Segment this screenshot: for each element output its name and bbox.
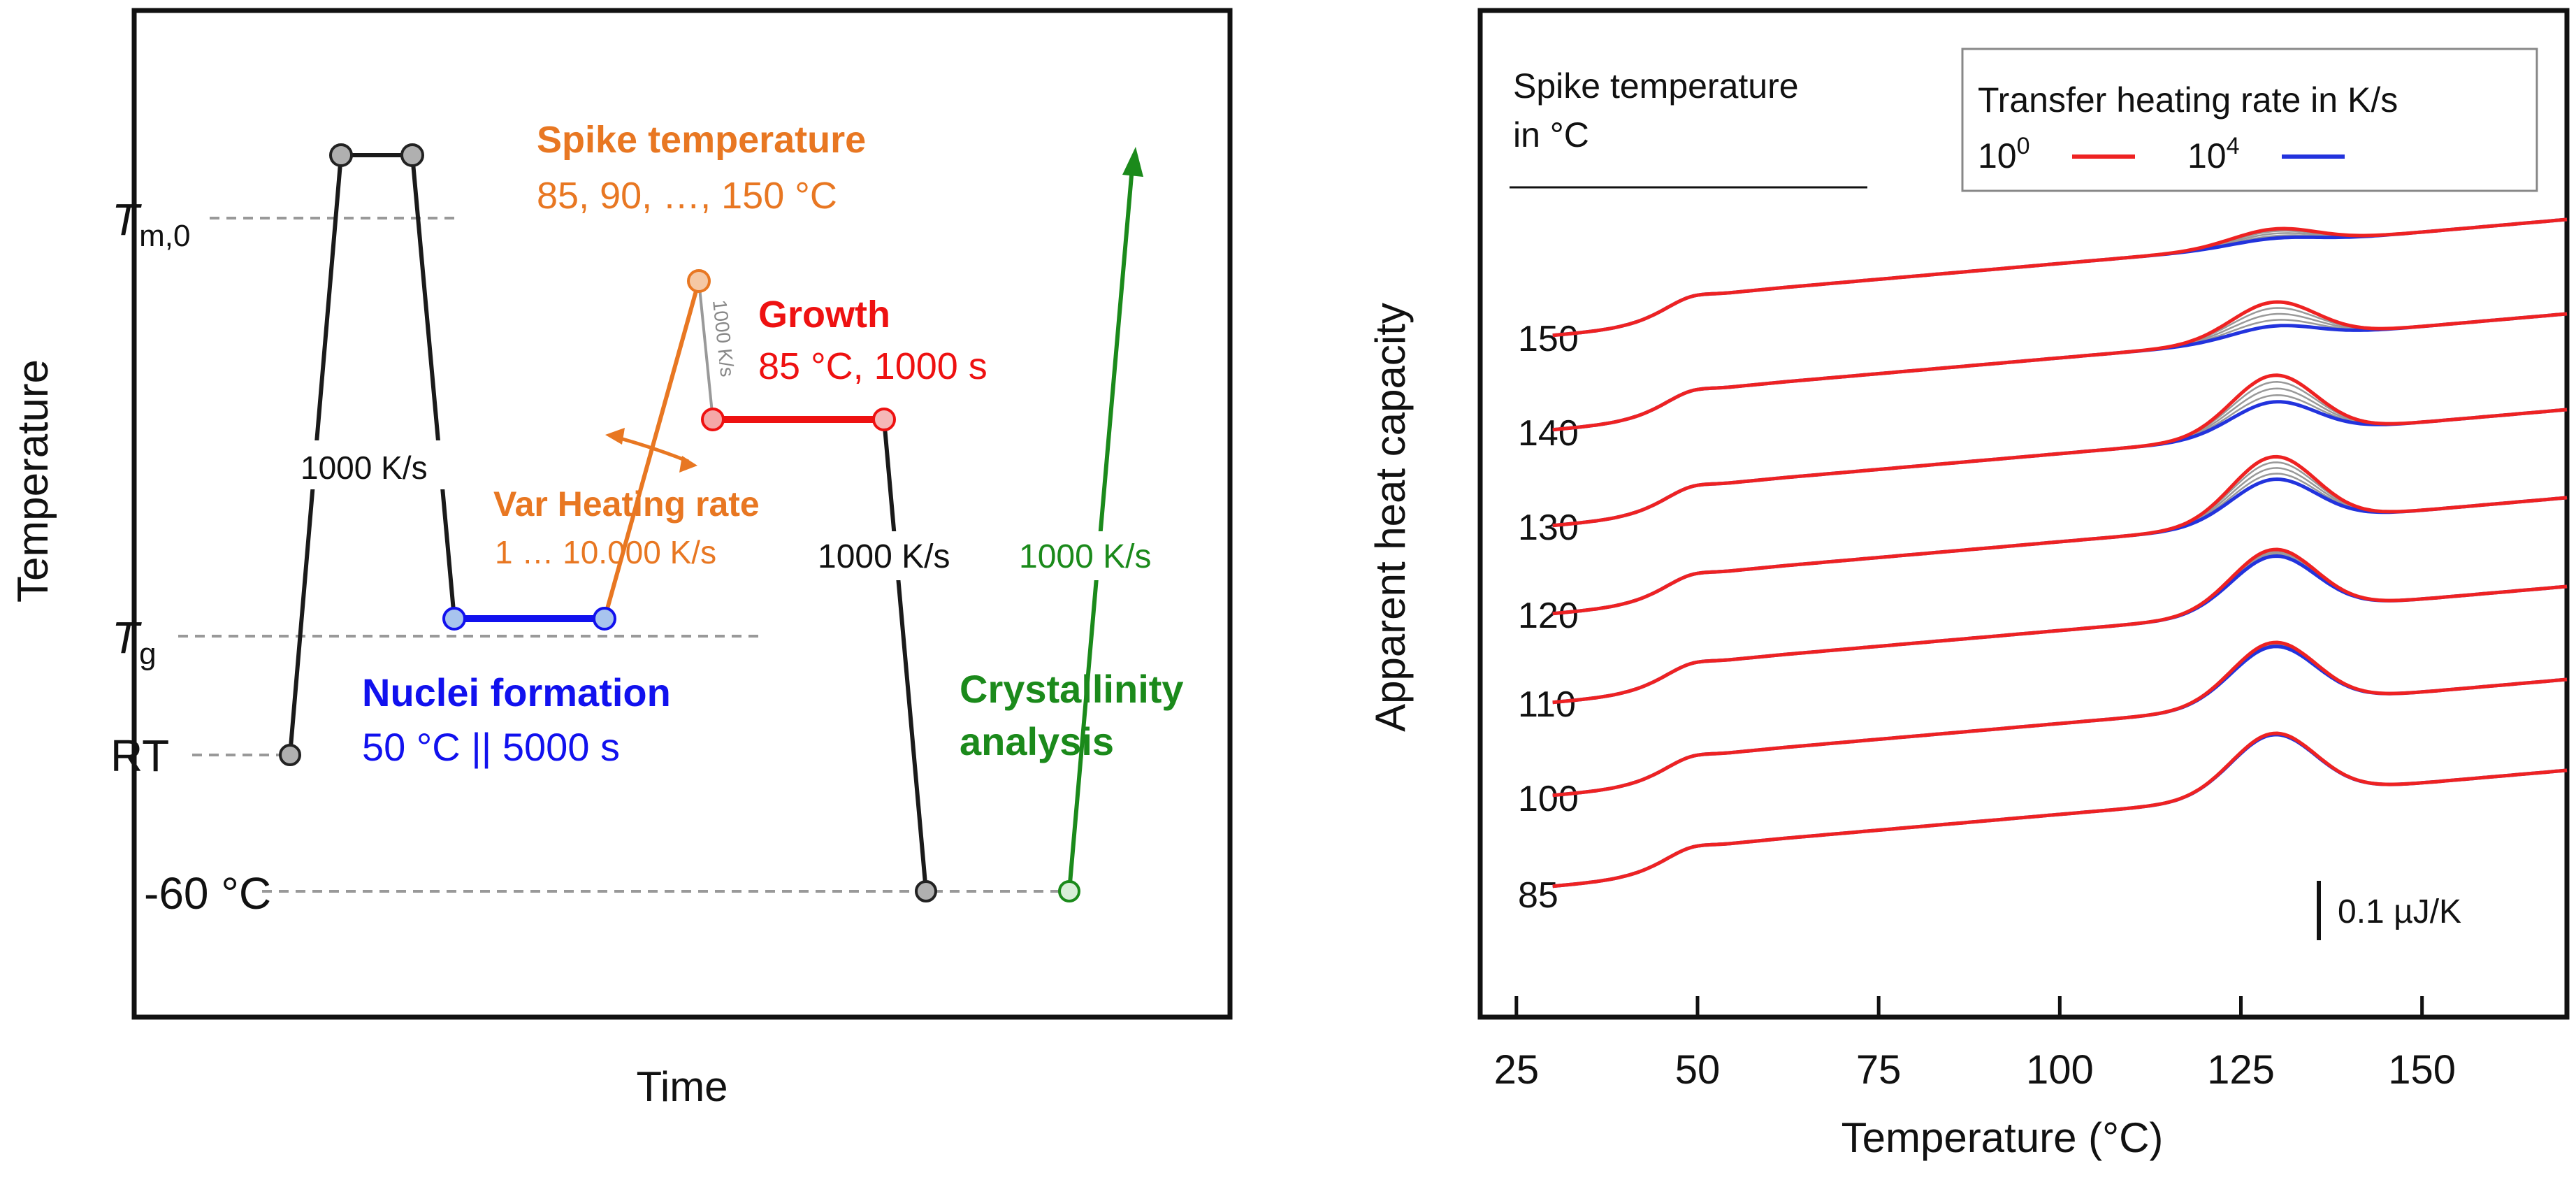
legend-entry-red: 100 — [1978, 133, 2030, 175]
growth-values: 85 °C, 1000 s — [758, 345, 987, 387]
curve-140-blue — [1552, 312, 2568, 432]
scale-bar-label: 0.1 µJ/K — [2338, 893, 2461, 930]
legend: Transfer heating rate in K/s 100 104 — [1961, 48, 2538, 192]
nuclei-title: Nuclei formation — [362, 670, 671, 714]
var-rate-values: 1 … 10.000 K/s — [495, 534, 716, 570]
y-tick-rt: RT — [110, 731, 169, 781]
quench-rate-label: 1000 K/s — [301, 449, 428, 486]
curve-130-red — [1552, 373, 2568, 528]
node-tg-start — [442, 607, 466, 631]
cool-rate-label: 1000 K/s — [818, 538, 950, 575]
curve-100-intermediate-1 — [1552, 645, 2568, 797]
node-tm-end — [400, 143, 424, 167]
node-m60-green — [1058, 880, 1080, 902]
crystallinity-title-1: Crystallinity — [960, 667, 1184, 711]
curve-label-120: 120 — [1518, 596, 1579, 636]
curve-label-130: 130 — [1518, 508, 1579, 548]
curve-150-intermediate-2 — [1552, 218, 2568, 337]
curve-110-intermediate-1 — [1552, 553, 2568, 704]
x-tick-label-50: 50 — [1675, 1047, 1721, 1093]
var-rate-arrowhead-left — [605, 428, 625, 445]
right-panel: Apparent heat capacity Temperature (°C) … — [1367, 8, 2570, 1161]
curve-label-140: 140 — [1518, 413, 1579, 454]
curve-140-intermediate-2 — [1552, 312, 2568, 431]
curve-85-intermediate-1 — [1552, 733, 2568, 888]
curve-120-blue — [1552, 477, 2568, 616]
nuclei-values: 50 °C || 5000 s — [362, 725, 620, 769]
x-tick-label-125: 125 — [2207, 1047, 2275, 1093]
offset-label-title-2: in °C — [1513, 115, 1589, 154]
spike-title: Spike temperature — [537, 119, 866, 161]
curve-110-intermediate-2 — [1552, 552, 2568, 704]
spike-cool-rate: 1000 K/s — [709, 298, 738, 377]
offset-label-title-1: Spike temperature — [1513, 66, 1799, 106]
growth-title: Growth — [758, 294, 890, 336]
left-x-axis-label: Time — [636, 1063, 728, 1110]
curve-100-red — [1552, 640, 2568, 798]
node-tm-start — [329, 143, 353, 167]
curve-100-blue — [1552, 645, 2568, 798]
curve-130-intermediate-2 — [1552, 387, 2568, 527]
analysis-heating-line — [1067, 167, 1134, 892]
heat-rate-label: 1000 K/s — [1019, 538, 1151, 575]
curve-85-blue — [1552, 733, 2568, 888]
curve-150-blue — [1552, 217, 2568, 338]
curves — [1552, 217, 2568, 888]
legend-box — [1961, 48, 2538, 192]
var-rate-arrow — [614, 435, 689, 463]
curve-85-red — [1552, 731, 2568, 888]
var-rate-arrowhead-right — [679, 456, 697, 473]
analysis-arrowhead — [1122, 147, 1143, 177]
right-panel-frame — [1477, 8, 2570, 1020]
curve-130-intermediate-1 — [1552, 394, 2568, 527]
right-y-axis-label: Apparent heat capacity — [1367, 303, 1414, 732]
spike-cool-line — [697, 280, 714, 420]
curve-110-red — [1552, 547, 2568, 705]
node-spike — [687, 269, 711, 293]
right-x-axis-label: Temperature (°C) — [1841, 1114, 2164, 1161]
curve-label-110: 110 — [1518, 684, 1576, 725]
spike-values: 85, 90, …, 150 °C — [537, 175, 837, 217]
spike-heating-line — [602, 280, 701, 619]
left-panel-frame — [131, 8, 1233, 1020]
left-panel: Temperature Time Tm,0 Tg RT -60 °C — [9, 8, 1233, 1110]
x-tick-label-100: 100 — [2026, 1047, 2094, 1093]
curve-85-intermediate-3 — [1552, 733, 2568, 888]
curve-120-intermediate-1 — [1552, 473, 2568, 615]
legend-title: Transfer heating rate in K/s — [1978, 80, 2398, 120]
crystallinity-title-2: analysis — [960, 719, 1114, 763]
curve-140-red — [1552, 300, 2568, 432]
curve-120-red — [1552, 454, 2568, 616]
curve-label-85: 85 — [1518, 875, 1558, 916]
curve-100-intermediate-3 — [1552, 642, 2568, 797]
legend-entry-blue: 104 — [2187, 133, 2240, 175]
curve-100-intermediate-2 — [1552, 643, 2568, 797]
y-tick-tm0: Tm,0 — [112, 194, 190, 253]
x-tick-label-25: 25 — [1494, 1047, 1540, 1093]
y-tick-tg: Tg — [112, 612, 157, 671]
node-tg-end — [593, 607, 616, 631]
y-tick-minus60: -60 °C — [144, 868, 271, 919]
curve-150-intermediate-3 — [1552, 218, 2568, 337]
curve-150-red — [1552, 217, 2568, 338]
var-rate-title: Var Heating rate — [493, 484, 760, 524]
curve-labels: 150 140 130 120 110 100 85 — [1518, 319, 1579, 916]
curve-150-intermediate-1 — [1552, 218, 2568, 337]
x-axis-ticks: 25 50 75 100 125 150 — [1494, 996, 2456, 1093]
path-cool-to-m60 — [882, 417, 928, 893]
curve-85-intermediate-2 — [1552, 733, 2568, 888]
x-tick-label-150: 150 — [2388, 1047, 2456, 1093]
node-growth-start — [701, 408, 725, 431]
curve-140-intermediate-1 — [1552, 312, 2568, 431]
left-y-axis-label: Temperature — [9, 359, 57, 603]
curve-label-100: 100 — [1518, 779, 1579, 819]
curve-130-blue — [1552, 400, 2568, 528]
path-quench — [410, 153, 456, 621]
node-m60-black — [915, 880, 937, 902]
node-growth-end — [872, 408, 896, 431]
x-tick-label-75: 75 — [1856, 1047, 1902, 1093]
curve-label-150: 150 — [1518, 319, 1579, 359]
node-rt — [279, 744, 301, 766]
